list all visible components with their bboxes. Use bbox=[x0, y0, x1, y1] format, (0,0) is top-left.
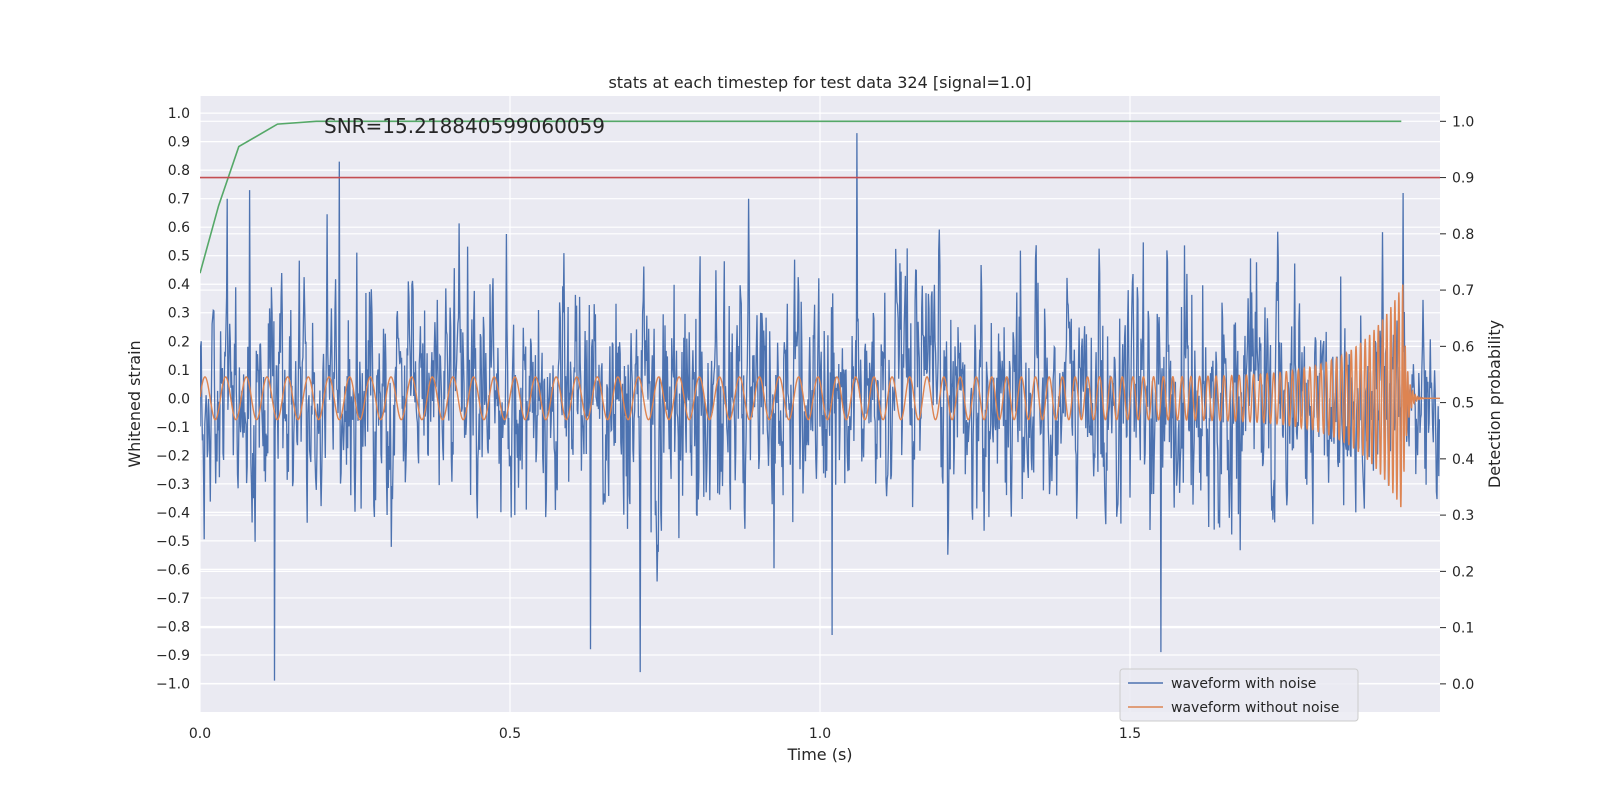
y2-tick-label: 1.0 bbox=[1452, 114, 1474, 130]
y-axis-label: Whitened strain bbox=[125, 340, 144, 467]
legend-box bbox=[1119, 668, 1359, 722]
y2-tick-label: 0.2 bbox=[1452, 564, 1474, 580]
y2-tick-label: 0.7 bbox=[1452, 283, 1474, 299]
series-waveform-without-noise bbox=[200, 284, 1440, 508]
y-tick-label: 0.0 bbox=[168, 391, 190, 407]
y-tick-label: −0.5 bbox=[156, 534, 190, 550]
y-tick-label: 0.9 bbox=[168, 135, 190, 151]
x-tick-label: 1.5 bbox=[1119, 726, 1141, 742]
y2-tick-label: 0.5 bbox=[1452, 396, 1474, 412]
chart-title: stats at each timestep for test data 324… bbox=[608, 73, 1031, 92]
y-tick-label: −0.8 bbox=[156, 619, 190, 635]
y-tick-label: −0.3 bbox=[156, 477, 190, 493]
y2-tick-label: 0.4 bbox=[1452, 452, 1474, 468]
y-tick-label: 0.1 bbox=[168, 363, 190, 379]
y-tick-label: 1.0 bbox=[168, 106, 190, 122]
series-detection-probability bbox=[200, 120, 1402, 274]
x-tick-label: 1.0 bbox=[809, 726, 831, 742]
y2-tick-label: 0.1 bbox=[1452, 621, 1474, 637]
x-tick-label: 0.0 bbox=[189, 726, 211, 742]
x-axis-label: Time (s) bbox=[786, 745, 852, 764]
y-tick-label: 0.3 bbox=[168, 306, 190, 322]
y-tick-label: 0.8 bbox=[168, 163, 190, 179]
y2-axis-label: Detection probability bbox=[1485, 320, 1504, 488]
y-axis-right: 1.0 0.9 0.8 0.7 0.6 0.5 0.4 0.3 0.2 0.1 0.0 bbox=[1440, 114, 1474, 693]
series-layer bbox=[200, 120, 1440, 681]
y2-tick-label: 0.9 bbox=[1452, 171, 1474, 187]
y2-tick-label: 0.3 bbox=[1452, 508, 1474, 524]
y-tick-label: −0.4 bbox=[156, 505, 190, 521]
y-tick-label: 0.5 bbox=[168, 249, 190, 265]
x-axis: 0.0 0.5 1.0 1.5 bbox=[189, 726, 1141, 742]
legend: waveform with noise waveform without noi… bbox=[1119, 668, 1359, 722]
y2-tick-label: 0.0 bbox=[1452, 677, 1474, 693]
y-tick-label: −0.2 bbox=[156, 448, 190, 464]
y-tick-label: 0.4 bbox=[168, 277, 190, 293]
snr-annotation: SNR=15.218840599060059 bbox=[324, 114, 605, 138]
y2-tick-label: 0.8 bbox=[1452, 227, 1474, 243]
y-tick-label: −0.6 bbox=[156, 562, 190, 578]
y-tick-label: 0.2 bbox=[168, 334, 190, 350]
y-tick-label: −0.7 bbox=[156, 591, 190, 607]
y-tick-label: 0.6 bbox=[168, 220, 190, 236]
y-tick-label: −1.0 bbox=[156, 676, 190, 692]
y2-tick-label: 0.6 bbox=[1452, 339, 1474, 355]
y-tick-label: 0.7 bbox=[168, 192, 190, 208]
legend-label-waveform-with-noise: waveform with noise bbox=[1171, 676, 1316, 692]
y-tick-label: −0.1 bbox=[156, 420, 190, 436]
y-tick-label: −0.9 bbox=[156, 648, 190, 664]
y-axis-left: 1.0 0.9 0.8 0.7 0.6 0.5 0.4 0.3 0.2 0.1 0.0 −0.1 −0.… bbox=[156, 106, 190, 692]
legend-label-waveform-without-noise: waveform without noise bbox=[1171, 700, 1339, 716]
x-tick-label: 0.5 bbox=[499, 726, 521, 742]
